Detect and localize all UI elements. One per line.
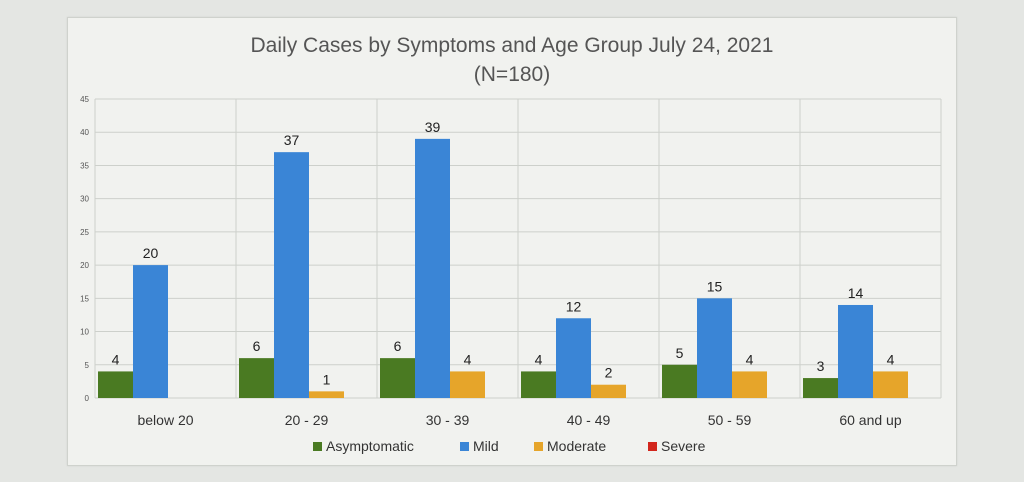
data-label: 15 — [707, 278, 723, 294]
data-label: 4 — [464, 351, 472, 367]
legend-swatch-mild — [460, 442, 469, 451]
bar-mild-5 — [838, 304, 873, 398]
data-label: 4 — [535, 351, 543, 367]
legend: Asymptomatic Mild Moderate Severe — [313, 438, 706, 454]
data-label: 39 — [425, 119, 441, 135]
legend-label-mild: Mild — [473, 438, 499, 454]
y-tick-label: 35 — [80, 161, 89, 170]
bar-asymptomatic-4 — [662, 364, 697, 398]
y-tick-label: 20 — [80, 261, 89, 270]
data-labels: 4 20 6 37 1 6 39 4 4 12 2 5 15 4 3 14 4 — [112, 119, 895, 387]
data-label: 5 — [676, 345, 684, 361]
bar-moderate-4 — [732, 371, 767, 398]
data-label: 3 — [817, 358, 825, 374]
bar-chart: Daily Cases by Symptoms and Age Group Ju… — [80, 34, 942, 454]
legend-swatch-severe — [648, 442, 657, 451]
category-label: 40 - 49 — [567, 412, 611, 428]
data-label: 37 — [284, 132, 300, 148]
y-tick-label: 30 — [80, 195, 89, 204]
bar-mild-1 — [274, 152, 309, 398]
y-tick-label: 5 — [85, 361, 90, 370]
legend-swatch-moderate — [534, 442, 543, 451]
data-label: 4 — [746, 351, 754, 367]
bar-asymptomatic-5 — [803, 378, 838, 398]
data-label: 20 — [143, 245, 159, 261]
data-label: 14 — [848, 285, 864, 301]
category-label: 60 and up — [839, 412, 901, 428]
y-tick-label: 25 — [80, 228, 89, 237]
category-label: 50 - 59 — [708, 412, 752, 428]
bar-moderate-1 — [309, 391, 344, 398]
data-label: 4 — [112, 351, 120, 367]
chart-frame: Daily Cases by Symptoms and Age Group Ju… — [67, 17, 957, 466]
y-tick-label: 10 — [80, 328, 89, 337]
legend-swatch-asymptomatic — [313, 442, 322, 451]
bar-mild-2 — [415, 138, 450, 398]
legend-label-asymptomatic: Asymptomatic — [326, 438, 414, 454]
y-tick-label: 0 — [85, 394, 90, 403]
y-tick-label: 40 — [80, 128, 89, 137]
y-tick-label: 15 — [80, 294, 89, 303]
data-label: 1 — [323, 371, 331, 387]
category-label: 20 - 29 — [285, 412, 329, 428]
legend-label-severe: Severe — [661, 438, 706, 454]
x-axis-categories: below 20 20 - 29 30 - 39 40 - 49 50 - 59 60 a… — [137, 412, 901, 428]
data-label: 6 — [253, 338, 261, 354]
bar-asymptomatic-2 — [380, 358, 415, 398]
bar-asymptomatic-3 — [521, 371, 556, 398]
bar-mild-0 — [133, 265, 168, 398]
bar-moderate-3 — [591, 384, 626, 398]
legend-label-moderate: Moderate — [547, 438, 606, 454]
bars — [98, 138, 908, 398]
chart-title: Daily Cases by Symptoms and Age Group Ju… — [251, 34, 774, 57]
chart-subtitle: (N=180) — [474, 63, 550, 86]
bar-moderate-2 — [450, 371, 485, 398]
y-tick-label: 45 — [80, 95, 89, 104]
gridlines — [94, 98, 942, 399]
data-label: 4 — [887, 351, 895, 367]
bar-mild-3 — [556, 318, 591, 398]
bar-asymptomatic-0 — [98, 371, 133, 398]
category-label: below 20 — [137, 412, 193, 428]
y-axis-ticks: 0 5 10 15 20 25 30 35 40 45 — [80, 95, 89, 403]
bar-mild-4 — [697, 298, 732, 398]
data-label: 12 — [566, 298, 582, 314]
data-label: 6 — [394, 338, 402, 354]
category-label: 30 - 39 — [426, 412, 470, 428]
bar-asymptomatic-1 — [239, 358, 274, 398]
bar-moderate-5 — [873, 371, 908, 398]
data-label: 2 — [605, 365, 613, 381]
